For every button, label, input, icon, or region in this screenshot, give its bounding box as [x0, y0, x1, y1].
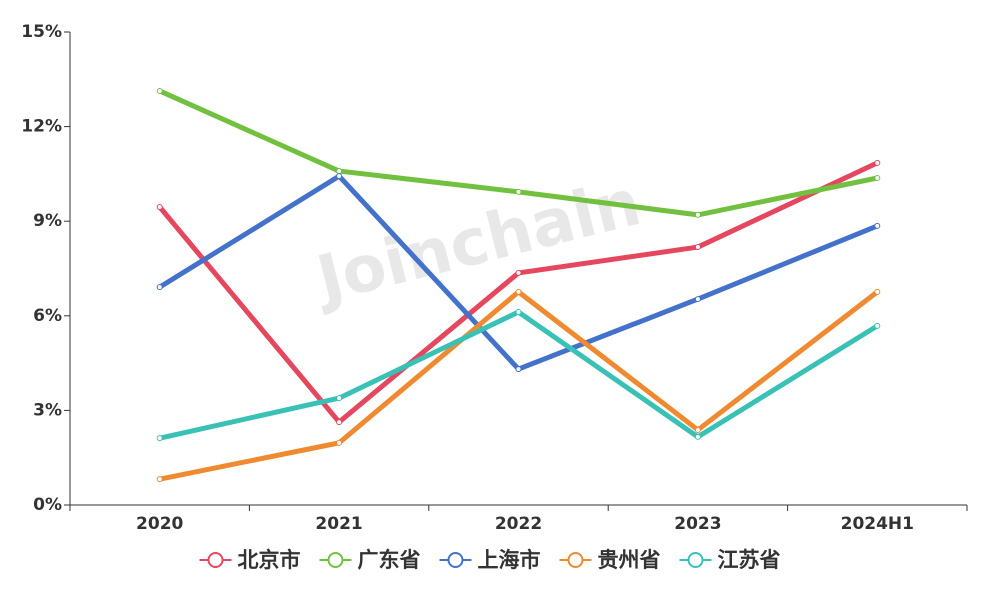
- legend-item: 上海市: [439, 548, 541, 572]
- series-line: [159, 289, 879, 482]
- y-tick-label: 3%: [33, 400, 62, 420]
- data-point: [694, 211, 701, 218]
- legend-label: 贵州省: [598, 548, 661, 572]
- data-point: [515, 366, 522, 373]
- data-point: [515, 309, 522, 316]
- legend-marker: [567, 552, 584, 568]
- data-point: [156, 284, 163, 291]
- x-tick-label: 2023: [674, 514, 721, 534]
- data-point: [694, 426, 701, 433]
- legend-marker: [687, 552, 704, 568]
- data-point: [874, 288, 881, 295]
- x-tick-label: 2021: [315, 514, 362, 534]
- legend-label: 江苏省: [718, 548, 781, 572]
- legend-label: 上海市: [478, 548, 541, 572]
- legend-item: 江苏省: [679, 548, 781, 572]
- legend-label: 北京市: [238, 548, 301, 572]
- data-point: [336, 439, 343, 446]
- data-point: [336, 173, 343, 180]
- data-point: [515, 288, 522, 295]
- data-point: [694, 244, 701, 251]
- legend-marker: [447, 552, 464, 568]
- y-tick-label: 9%: [33, 211, 62, 231]
- y-tick-label: 12%: [21, 117, 62, 137]
- data-point: [336, 168, 343, 175]
- data-point: [156, 87, 163, 94]
- data-point: [156, 435, 163, 442]
- x-tick-label: 2022: [495, 514, 542, 534]
- data-point: [156, 476, 163, 483]
- data-point: [874, 159, 881, 166]
- data-point: [874, 322, 881, 329]
- data-point: [515, 269, 522, 276]
- data-point: [156, 204, 163, 211]
- data-point: [874, 222, 881, 229]
- data-point: [515, 188, 522, 195]
- x-tick-label: 2020: [136, 514, 183, 534]
- y-tick-label: 6%: [33, 306, 62, 326]
- legend-marker: [327, 552, 344, 568]
- legend-item: 北京市: [199, 548, 301, 572]
- y-tick-label: 0%: [33, 495, 62, 515]
- data-point: [336, 419, 343, 426]
- legend-marker: [207, 552, 224, 568]
- x-tick-label: 2024H1: [841, 514, 914, 534]
- y-tick-label: 15%: [21, 22, 62, 42]
- legend-item: 广东省: [319, 548, 421, 572]
- legend-label: 广东省: [358, 548, 421, 572]
- legend-item: 贵州省: [559, 548, 661, 572]
- data-point: [694, 433, 701, 440]
- data-point: [336, 395, 343, 402]
- data-point: [874, 174, 881, 181]
- data-point: [694, 296, 701, 303]
